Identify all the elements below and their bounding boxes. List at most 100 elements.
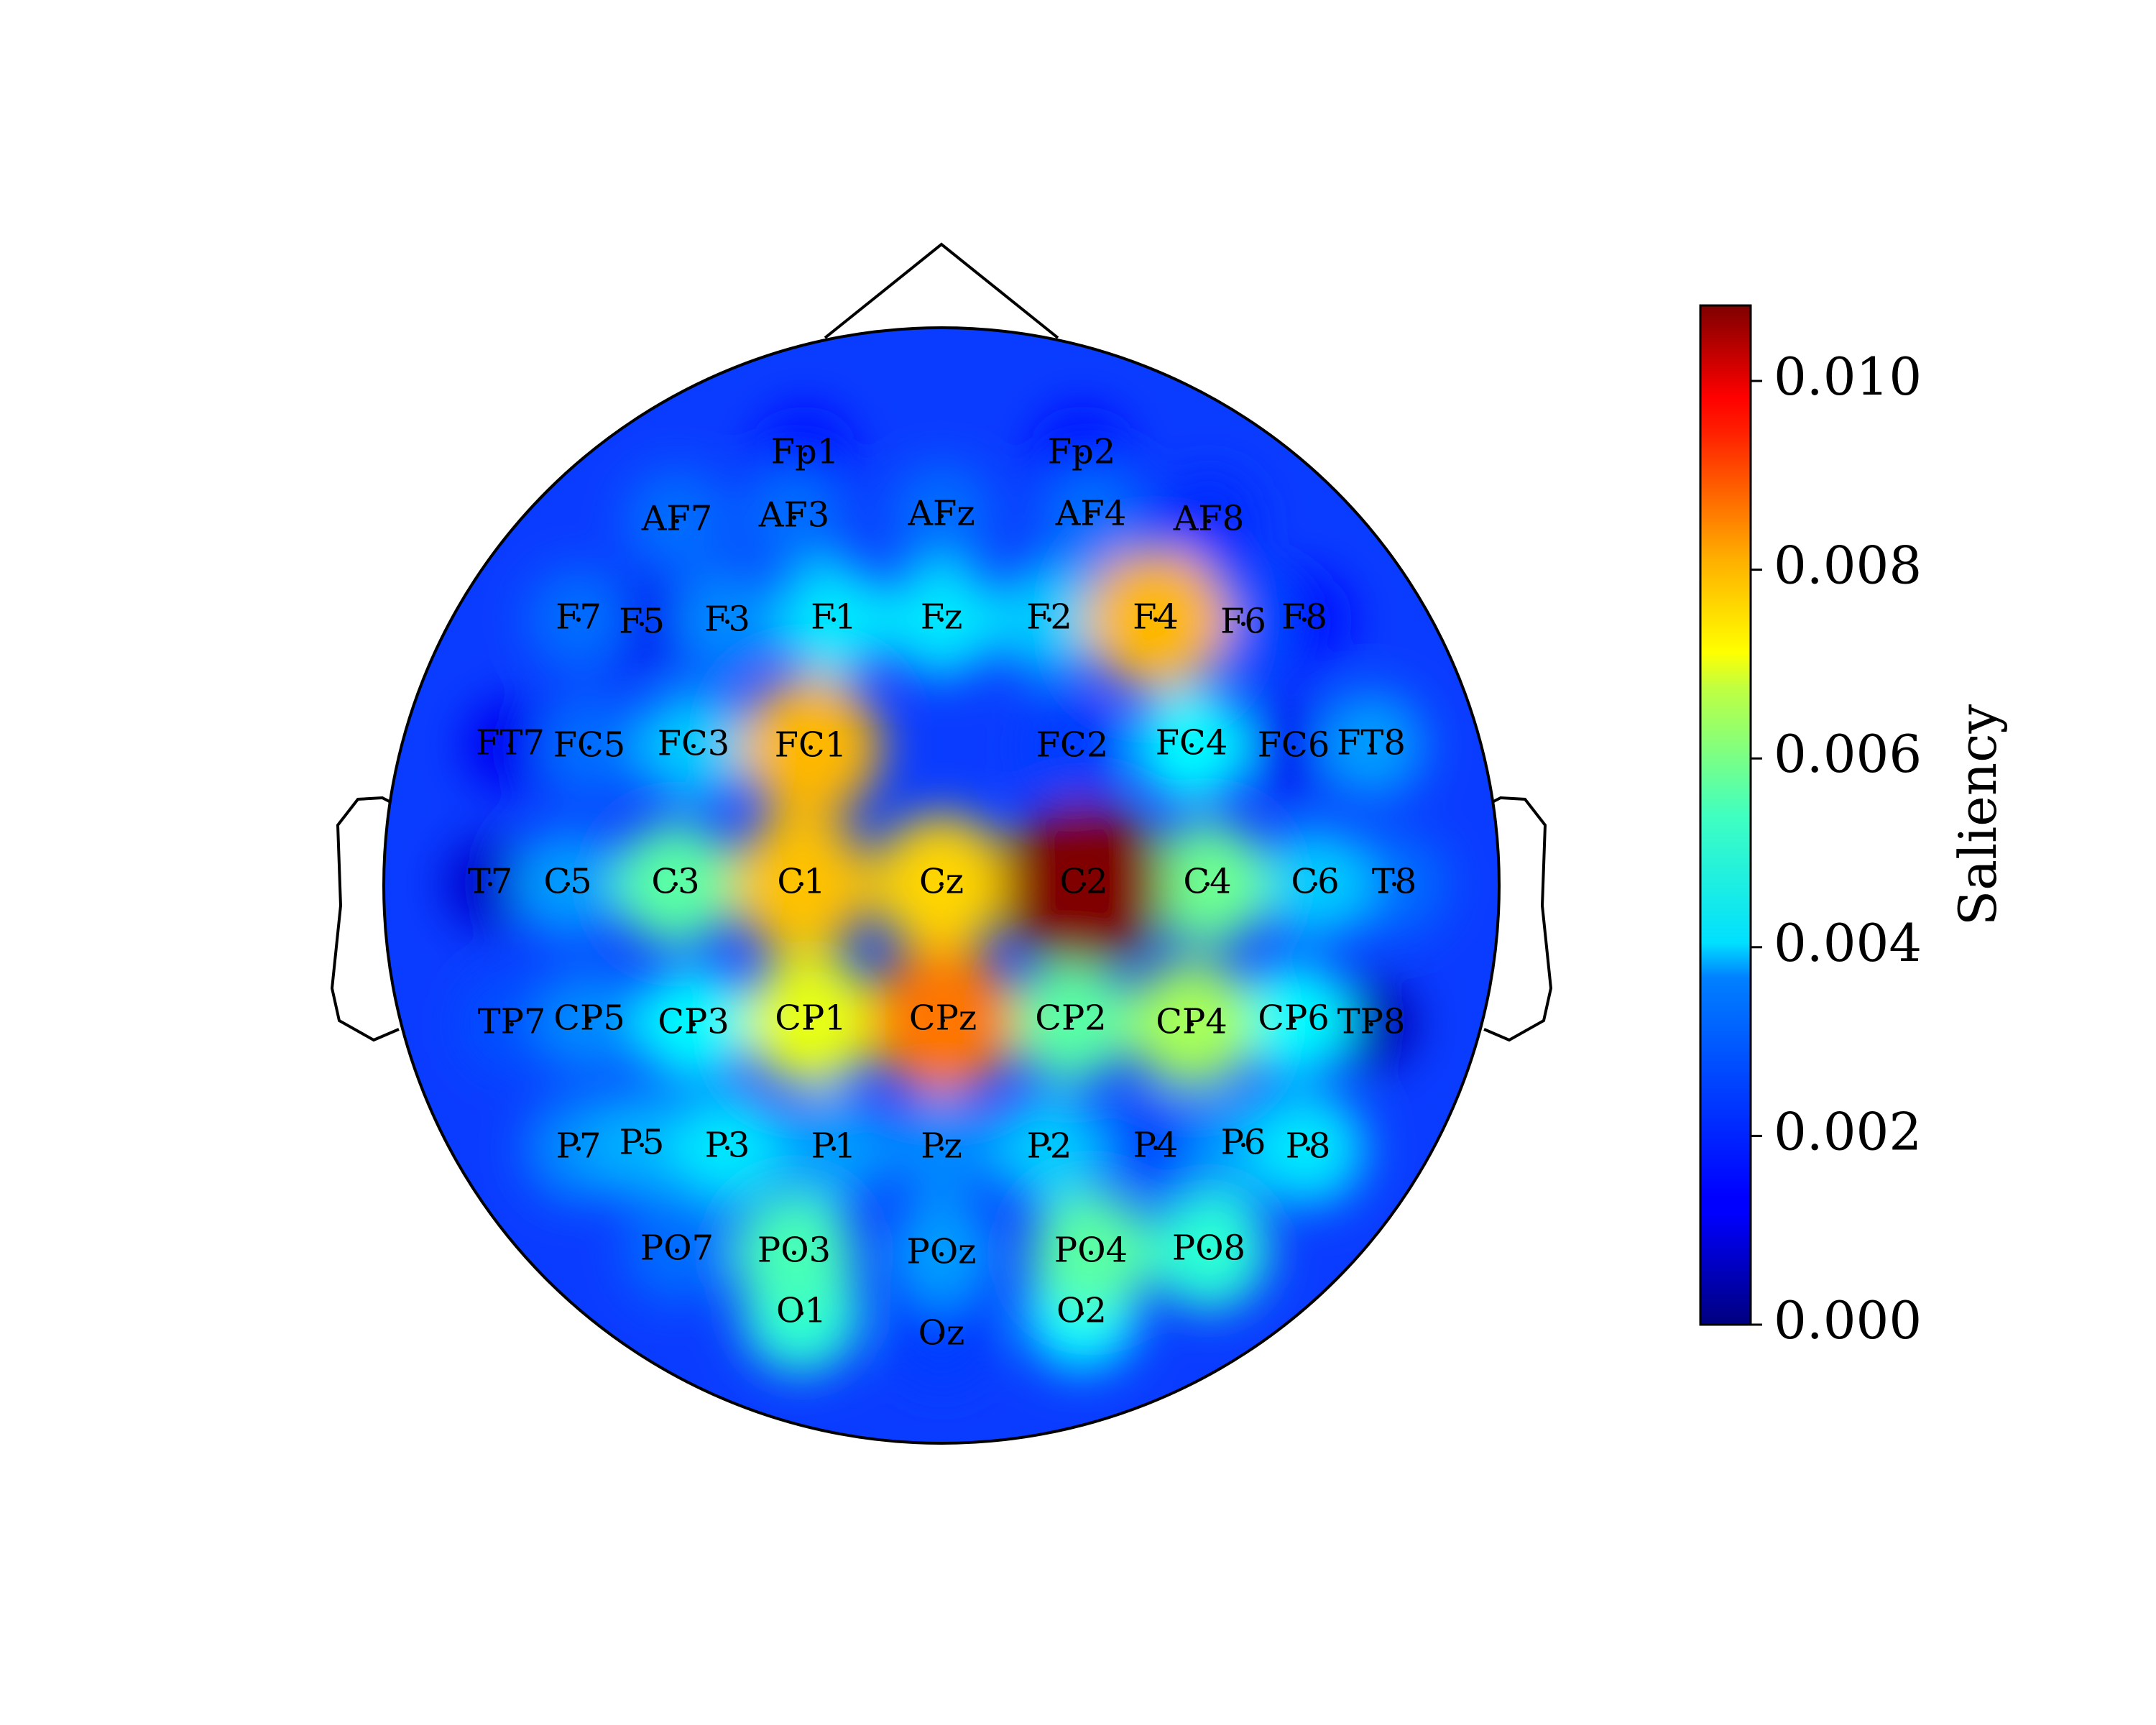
- electrode-marker-tp7: [510, 1022, 514, 1026]
- electrode-marker-f8: [1302, 617, 1307, 622]
- electrode-label-f2: F2: [1026, 597, 1072, 638]
- electrode-label-fc4: FC4: [1156, 723, 1228, 763]
- colorbar-tick-label: 0.000: [1774, 1290, 1922, 1351]
- electrode-label-p2: P2: [1027, 1126, 1072, 1167]
- electrode-label-po4: PO4: [1054, 1230, 1128, 1271]
- electrode-label-fp1: Fp1: [771, 432, 839, 472]
- electrode-marker-c6: [1313, 882, 1317, 886]
- electrode-marker-fc6: [1291, 745, 1296, 750]
- electrode-marker-p7: [576, 1146, 581, 1151]
- electrode-marker-fc5: [587, 745, 591, 750]
- electrode-marker-p2: [1047, 1146, 1051, 1151]
- electrode-marker-cp3: [691, 1022, 696, 1026]
- electrode-label-p4: P4: [1133, 1126, 1179, 1166]
- electrode-label-po7: PO7: [640, 1228, 714, 1269]
- electrode-label-p5: P5: [619, 1123, 665, 1163]
- colorbar-tick-label: 0.006: [1774, 724, 1922, 784]
- electrode-marker-cz: [939, 882, 944, 886]
- colorbar-gradient: [1699, 304, 1752, 1326]
- electrode-label-c3: C3: [651, 862, 699, 902]
- electrode-label-fc1: FC1: [775, 725, 847, 765]
- electrode-marker-fc2: [1070, 745, 1074, 750]
- electrode-marker-p8: [1306, 1146, 1310, 1151]
- electrode-label-fc5: FC5: [553, 725, 626, 765]
- electrode-label-cpz: CPz: [909, 998, 977, 1039]
- electrode-marker-c2: [1082, 882, 1086, 886]
- electrode-label-f6: F6: [1220, 602, 1266, 642]
- colorbar-tick-label: 0.008: [1774, 535, 1922, 596]
- electrode-marker-p1: [831, 1146, 836, 1151]
- electrode-label-fz: Fz: [921, 597, 963, 638]
- electrode-marker-oz: [939, 1333, 944, 1338]
- electrode-label-f1: F1: [811, 597, 857, 638]
- electrode-marker-f5: [640, 622, 644, 626]
- electrode-marker-cp1: [808, 1018, 813, 1023]
- electrode-label-cp3: CP3: [658, 1002, 729, 1042]
- electrode-label-cp2: CP2: [1035, 998, 1107, 1039]
- electrode-label-fc6: FC6: [1258, 725, 1330, 765]
- electrode-marker-f3: [725, 620, 729, 624]
- electrode-label-fc3: FC3: [658, 724, 730, 764]
- electrode-label-ft7: FT7: [476, 723, 545, 763]
- electrode-label-cp6: CP6: [1258, 998, 1330, 1039]
- electrode-marker-p6: [1241, 1143, 1245, 1147]
- electrode-marker-af8: [1207, 519, 1211, 523]
- electrode-marker-c1: [799, 882, 803, 886]
- electrode-label-f5: F5: [619, 602, 665, 642]
- electrode-label-p6: P6: [1221, 1123, 1266, 1163]
- electrode-marker-p5: [640, 1143, 644, 1147]
- electrode-marker-f2: [1047, 617, 1051, 622]
- electrode-label-po3: PO3: [757, 1230, 831, 1271]
- electrode-marker-p4: [1153, 1146, 1158, 1150]
- electrode-label-o2: O2: [1056, 1291, 1107, 1331]
- electrode-label-c6: C6: [1291, 862, 1339, 902]
- electrode-label-f7: F7: [556, 597, 602, 638]
- electrode-marker-ft8: [1369, 743, 1373, 748]
- electrode-marker-fp1: [803, 452, 807, 456]
- electrode-label-cp1: CP1: [775, 998, 847, 1039]
- electrode-label-p8: P8: [1286, 1126, 1331, 1167]
- electrode-marker-fc3: [691, 744, 696, 748]
- electrode-label-af3: AF3: [758, 495, 830, 535]
- electrode-label-cp5: CP5: [553, 998, 625, 1039]
- electrode-label-po8: PO8: [1172, 1228, 1245, 1269]
- electrode-label-oz: Oz: [918, 1313, 965, 1353]
- electrode-label-af8: AF8: [1173, 499, 1245, 539]
- electrode-marker-fc4: [1189, 743, 1194, 748]
- electrode-marker-cp5: [587, 1018, 591, 1023]
- electrode-label-p1: P1: [811, 1126, 857, 1167]
- electrode-marker-af3: [792, 515, 796, 520]
- electrode-label-cz: Cz: [919, 862, 964, 902]
- electrode-marker-c3: [673, 882, 678, 886]
- electrode-label-tp7: TP7: [478, 1002, 546, 1042]
- electrode-label-c5: C5: [543, 862, 591, 902]
- electrode-marker-poz: [939, 1252, 944, 1256]
- electrode-marker-pz: [939, 1146, 944, 1151]
- electrode-marker-cpz: [941, 1018, 945, 1023]
- electrode-marker-tp8: [1369, 1022, 1373, 1026]
- electrode-label-p7: P7: [556, 1126, 602, 1167]
- saliency-heatmap: [384, 328, 1499, 1443]
- electrode-label-ft8: FT8: [1337, 723, 1406, 763]
- right-ear-outline: [1483, 796, 1553, 1042]
- electrode-label-c2: C2: [1059, 862, 1107, 902]
- electrode-marker-af4: [1089, 514, 1093, 518]
- electrode-marker-o1: [799, 1311, 803, 1315]
- nose-outline: [824, 242, 1059, 339]
- electrode-marker-cp4: [1189, 1022, 1194, 1026]
- electrode-label-poz: POz: [907, 1232, 977, 1272]
- electrode-marker-f1: [831, 617, 836, 622]
- electrode-label-tp8: TP8: [1337, 1002, 1406, 1042]
- electrode-marker-c4: [1205, 882, 1210, 886]
- electrode-label-fp2: Fp2: [1048, 432, 1116, 472]
- colorbar-tick-label: 0.002: [1774, 1101, 1922, 1162]
- electrode-marker-afz: [939, 514, 944, 518]
- electrode-marker-f4: [1153, 617, 1158, 622]
- electrode-marker-cp2: [1069, 1018, 1073, 1023]
- electrode-label-af4: AF4: [1055, 494, 1127, 534]
- electrode-marker-f6: [1241, 622, 1245, 626]
- electrode-marker-o2: [1079, 1311, 1084, 1315]
- electrode-label-f3: F3: [704, 599, 750, 640]
- electrode-label-t7: T7: [468, 862, 513, 902]
